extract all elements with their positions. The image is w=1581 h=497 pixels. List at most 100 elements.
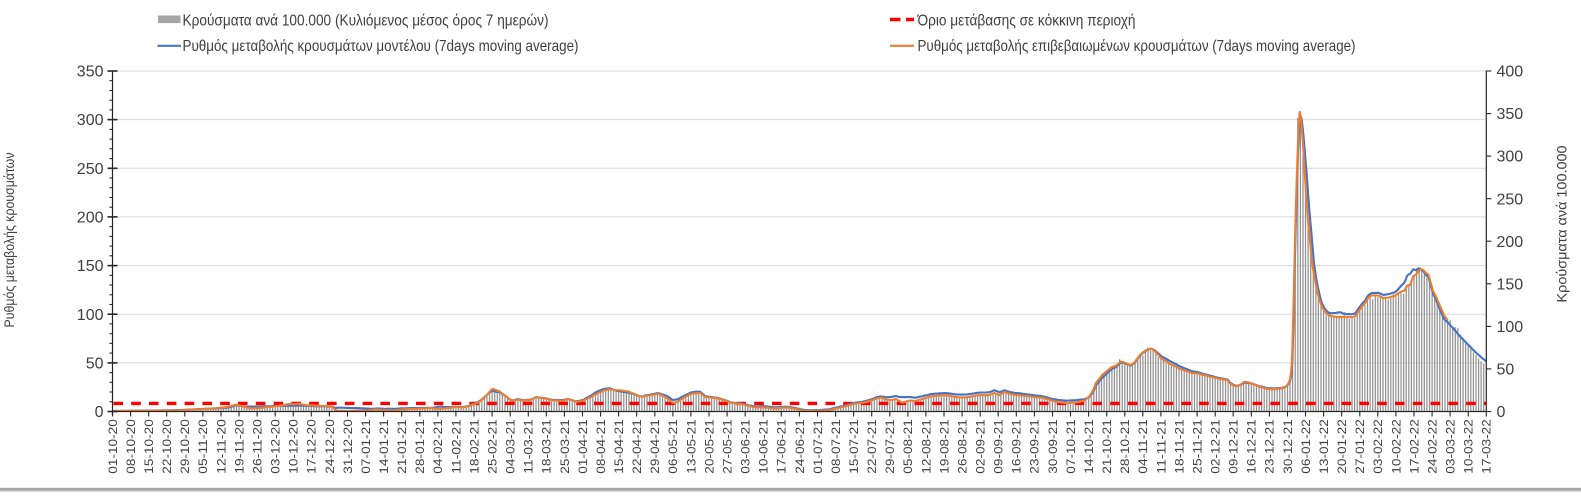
svg-text:100: 100 <box>1497 319 1524 336</box>
svg-text:08-07-21: 08-07-21 <box>829 419 843 474</box>
svg-text:04-11-21: 04-11-21 <box>1136 419 1150 474</box>
svg-text:07-01-21: 07-01-21 <box>359 419 373 474</box>
svg-text:29-04-21: 29-04-21 <box>648 419 662 474</box>
svg-text:25-03-21: 25-03-21 <box>558 419 572 474</box>
svg-text:25-11-21: 25-11-21 <box>1190 419 1204 474</box>
svg-text:18-11-21: 18-11-21 <box>1172 419 1186 474</box>
svg-text:150: 150 <box>1497 276 1524 293</box>
svg-text:350: 350 <box>1497 106 1524 123</box>
svg-text:17-06-21: 17-06-21 <box>775 419 789 474</box>
svg-text:27-01-22: 27-01-22 <box>1353 419 1367 474</box>
svg-text:150: 150 <box>77 258 104 275</box>
svg-text:14-10-21: 14-10-21 <box>1082 419 1096 474</box>
svg-text:29-07-21: 29-07-21 <box>883 419 897 474</box>
svg-text:27-05-21: 27-05-21 <box>720 419 734 474</box>
svg-text:Ρυθμός μεταβολής επιβεβαιωμένω: Ρυθμός μεταβολής επιβεβαιωμένων κρουσμάτ… <box>918 38 1356 55</box>
svg-text:15-07-21: 15-07-21 <box>847 419 861 474</box>
svg-text:04-03-21: 04-03-21 <box>504 419 518 474</box>
svg-text:300: 300 <box>77 112 104 129</box>
svg-text:17-02-22: 17-02-22 <box>1407 419 1421 474</box>
svg-text:50: 50 <box>1497 362 1515 379</box>
svg-text:30-09-21: 30-09-21 <box>1046 419 1060 474</box>
svg-text:10-02-22: 10-02-22 <box>1389 419 1403 474</box>
svg-text:03-03-22: 03-03-22 <box>1444 419 1458 474</box>
svg-text:08-10-20: 08-10-20 <box>124 419 138 474</box>
svg-text:0: 0 <box>1497 404 1506 421</box>
svg-text:Κρούσματα ανά 100.000 (Κυλιόμε: Κρούσματα ανά 100.000 (Κυλιόμενος μέσος … <box>183 12 549 29</box>
svg-text:18-03-21: 18-03-21 <box>540 419 554 474</box>
svg-text:Κρούσματα ανά 100.000: Κρούσματα ανά 100.000 <box>1555 146 1570 303</box>
svg-text:26-11-20: 26-11-20 <box>251 419 265 474</box>
svg-text:15-10-20: 15-10-20 <box>142 419 156 474</box>
svg-text:11-03-21: 11-03-21 <box>522 419 536 474</box>
svg-text:01-07-21: 01-07-21 <box>811 419 825 474</box>
svg-text:Όριο μετάβασης σε κόκκινη περι: Όριο μετάβασης σε κόκκινη περιοχή <box>917 12 1136 29</box>
svg-text:18-02-21: 18-02-21 <box>467 419 481 474</box>
svg-text:03-12-20: 03-12-20 <box>269 419 283 474</box>
svg-text:250: 250 <box>77 161 104 178</box>
svg-text:19-11-20: 19-11-20 <box>232 419 246 474</box>
svg-text:200: 200 <box>77 210 104 227</box>
svg-text:19-08-21: 19-08-21 <box>937 419 951 474</box>
svg-text:13-05-21: 13-05-21 <box>684 419 698 474</box>
svg-text:01-10-20: 01-10-20 <box>106 419 120 474</box>
svg-text:21-10-21: 21-10-21 <box>1100 419 1114 474</box>
svg-text:02-09-21: 02-09-21 <box>974 419 988 474</box>
svg-text:10-12-20: 10-12-20 <box>287 419 301 474</box>
svg-text:05-08-21: 05-08-21 <box>901 419 915 474</box>
svg-text:26-08-21: 26-08-21 <box>955 419 969 474</box>
svg-text:400: 400 <box>1497 64 1524 81</box>
svg-text:03-06-21: 03-06-21 <box>739 419 753 474</box>
svg-text:03-02-22: 03-02-22 <box>1371 419 1385 474</box>
svg-text:250: 250 <box>1497 191 1524 208</box>
svg-text:28-01-21: 28-01-21 <box>413 419 427 474</box>
svg-text:06-05-21: 06-05-21 <box>666 419 680 474</box>
svg-text:31-12-20: 31-12-20 <box>341 419 355 474</box>
svg-text:05-11-20: 05-11-20 <box>196 419 210 474</box>
svg-text:Ρυθμός μεταβολής κρουσμάτων: Ρυθμός μεταβολής κρουσμάτων <box>2 152 17 327</box>
svg-text:24-12-20: 24-12-20 <box>323 419 337 474</box>
svg-text:12-08-21: 12-08-21 <box>919 419 933 474</box>
svg-text:02-12-21: 02-12-21 <box>1209 419 1223 474</box>
svg-text:12-11-20: 12-11-20 <box>214 419 228 474</box>
svg-text:17-03-22: 17-03-22 <box>1480 419 1494 474</box>
svg-text:01-04-21: 01-04-21 <box>576 419 590 474</box>
svg-text:23-12-21: 23-12-21 <box>1263 419 1277 474</box>
svg-text:25-02-21: 25-02-21 <box>486 419 500 474</box>
svg-text:16-12-21: 16-12-21 <box>1245 419 1259 474</box>
svg-text:09-12-21: 09-12-21 <box>1227 419 1241 474</box>
svg-text:300: 300 <box>1497 149 1524 166</box>
svg-text:30-12-21: 30-12-21 <box>1281 419 1295 474</box>
svg-text:24-02-22: 24-02-22 <box>1425 419 1439 474</box>
svg-text:20-05-21: 20-05-21 <box>702 419 716 474</box>
svg-text:04-02-21: 04-02-21 <box>431 419 445 474</box>
svg-text:10-06-21: 10-06-21 <box>757 419 771 474</box>
svg-text:06-01-22: 06-01-22 <box>1299 419 1313 474</box>
svg-text:350: 350 <box>77 64 104 81</box>
svg-text:17-12-20: 17-12-20 <box>305 419 319 474</box>
svg-text:10-03-22: 10-03-22 <box>1462 419 1476 474</box>
svg-text:23-09-21: 23-09-21 <box>1028 419 1042 474</box>
svg-text:13-01-22: 13-01-22 <box>1317 419 1331 474</box>
svg-text:50: 50 <box>86 356 104 373</box>
svg-text:28-10-21: 28-10-21 <box>1118 419 1132 474</box>
svg-text:14-01-21: 14-01-21 <box>377 419 391 474</box>
svg-text:15-04-21: 15-04-21 <box>612 419 626 474</box>
svg-text:08-04-21: 08-04-21 <box>594 419 608 474</box>
svg-text:29-10-20: 29-10-20 <box>178 419 192 474</box>
svg-text:100: 100 <box>77 307 104 324</box>
svg-text:11-11-21: 11-11-21 <box>1154 419 1168 474</box>
svg-text:16-09-21: 16-09-21 <box>1010 419 1024 474</box>
svg-text:Ρυθμός μεταβολής κρουσμάτων μο: Ρυθμός μεταβολής κρουσμάτων μοντέλου (7d… <box>183 38 579 55</box>
svg-text:20-01-22: 20-01-22 <box>1335 419 1349 474</box>
svg-text:22-04-21: 22-04-21 <box>630 419 644 474</box>
svg-text:200: 200 <box>1497 234 1524 251</box>
svg-text:11-02-21: 11-02-21 <box>449 419 463 474</box>
svg-text:09-09-21: 09-09-21 <box>992 419 1006 474</box>
svg-text:21-01-21: 21-01-21 <box>395 419 409 474</box>
svg-text:07-10-21: 07-10-21 <box>1064 419 1078 474</box>
svg-text:22-10-20: 22-10-20 <box>160 419 174 474</box>
svg-text:24-06-21: 24-06-21 <box>793 419 807 474</box>
svg-text:0: 0 <box>95 404 104 421</box>
svg-text:22-07-21: 22-07-21 <box>865 419 879 474</box>
